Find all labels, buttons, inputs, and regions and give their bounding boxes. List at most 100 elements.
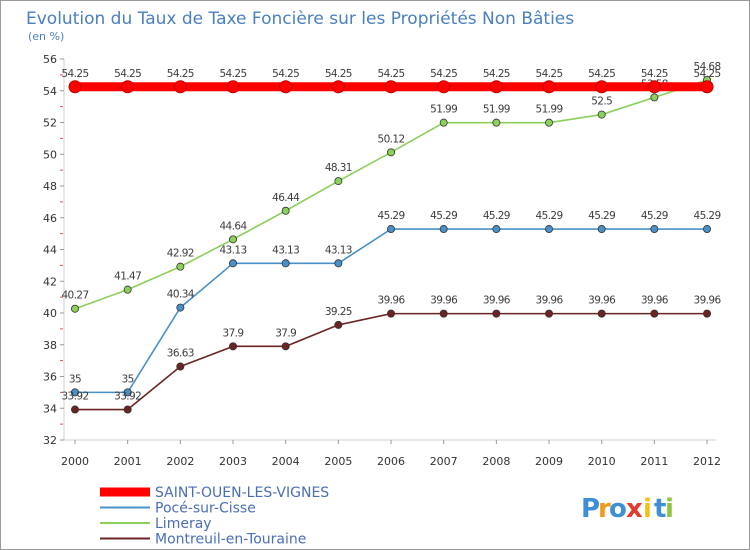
chart-subtitle: (en %) xyxy=(28,30,64,43)
data-label: 51.99 xyxy=(430,104,457,116)
data-point xyxy=(703,225,712,234)
data-label: 45.29 xyxy=(377,210,404,222)
data-label: 54.25 xyxy=(483,68,510,80)
data-point xyxy=(492,309,501,318)
data-label: 48.31 xyxy=(325,162,352,174)
data-label: 40.34 xyxy=(167,289,195,301)
data-point xyxy=(281,206,290,215)
x-tick-label: 2000 xyxy=(61,455,89,468)
x-tick-label: 2012 xyxy=(693,455,721,468)
data-label: 36.63 xyxy=(167,347,194,359)
data-point xyxy=(71,304,80,313)
data-label: 39.25 xyxy=(325,306,352,318)
data-label: 46.44 xyxy=(272,192,300,204)
logo-letter: x xyxy=(626,494,643,524)
data-label: 54.25 xyxy=(430,68,457,80)
data-label: 33.92 xyxy=(61,391,88,403)
data-label: 39.96 xyxy=(535,295,563,307)
data-point xyxy=(176,362,185,371)
x-tick-label: 2008 xyxy=(482,455,510,468)
x-tick-label: 2007 xyxy=(430,455,458,468)
data-label: 44.64 xyxy=(219,220,247,232)
data-label: 51.99 xyxy=(535,104,562,116)
data-label: 54.25 xyxy=(535,68,562,80)
data-point xyxy=(176,262,185,271)
data-point xyxy=(545,118,554,127)
data-point xyxy=(331,80,345,94)
x-tick-label: 2005 xyxy=(324,455,352,468)
logo-letter: i xyxy=(643,494,652,524)
data-label: 35 xyxy=(122,373,134,385)
series-2: 40.27 41.47 42.92 44.64 46.44 48.31 50.12 51.99… xyxy=(61,61,721,313)
data-label: 40.27 xyxy=(61,290,88,302)
data-label: 54.68 xyxy=(694,61,721,73)
data-label: 39.96 xyxy=(483,295,511,307)
x-tick-label: 2011 xyxy=(640,455,668,468)
data-point xyxy=(647,80,661,94)
x-tick-label: 2010 xyxy=(588,455,616,468)
data-point xyxy=(229,235,238,244)
data-point xyxy=(229,342,238,351)
y-tick-label: 46 xyxy=(43,212,57,225)
data-point xyxy=(489,80,503,94)
data-point xyxy=(492,225,501,234)
data-point xyxy=(595,80,609,94)
data-point xyxy=(650,225,659,234)
data-point xyxy=(597,309,606,318)
data-label: 54.25 xyxy=(325,68,352,80)
data-point xyxy=(334,320,343,329)
data-point xyxy=(281,342,290,351)
data-label: 45.29 xyxy=(641,210,668,222)
logo-letter: o xyxy=(609,494,627,524)
legend: SAINT-OUEN-LES-VIGNESPocé-sur-CisseLimer… xyxy=(100,485,329,548)
data-label: 54.25 xyxy=(272,68,299,80)
data-point xyxy=(173,80,187,94)
y-tick-label: 48 xyxy=(43,180,57,193)
data-point xyxy=(226,80,240,94)
x-tick-label: 2002 xyxy=(166,455,194,468)
data-label: 54.25 xyxy=(377,68,404,80)
y-tick-label: 54 xyxy=(43,85,57,98)
legend-label: Pocé-sur-Cisse xyxy=(155,501,256,517)
data-point xyxy=(68,80,82,94)
data-label: 43.13 xyxy=(325,244,352,256)
data-point xyxy=(334,177,343,186)
data-point xyxy=(439,118,448,127)
data-point xyxy=(439,225,448,234)
y-tick-label: 34 xyxy=(43,402,57,415)
data-point xyxy=(384,80,398,94)
series-1: 35 35 40.34 43.13 43.13 43.13 45.29 45.29 45.29 4… xyxy=(69,210,721,397)
data-label: 43.13 xyxy=(272,244,299,256)
data-label: 54.25 xyxy=(641,68,668,80)
data-label: 45.29 xyxy=(535,210,562,222)
data-point xyxy=(334,259,343,268)
data-point xyxy=(650,309,659,318)
data-label: 50.12 xyxy=(377,133,404,145)
y-tick-label: 38 xyxy=(43,339,57,352)
data-point xyxy=(123,405,132,414)
logo-letter: r xyxy=(598,494,611,524)
data-label: 39.96 xyxy=(694,295,722,307)
data-label: 39.96 xyxy=(641,295,669,307)
data-label: 35 xyxy=(69,373,81,385)
data-label: 45.29 xyxy=(483,210,510,222)
data-point xyxy=(279,80,293,94)
data-label: 51.99 xyxy=(483,104,510,116)
data-point xyxy=(542,80,556,94)
data-label: 37.9 xyxy=(275,327,296,339)
logo-letter: i xyxy=(665,494,674,524)
data-label: 45.29 xyxy=(694,210,721,222)
data-point xyxy=(492,118,501,127)
data-label: 54.25 xyxy=(219,68,246,80)
data-point xyxy=(597,110,606,119)
data-point xyxy=(123,388,132,397)
data-point xyxy=(650,93,659,102)
data-point xyxy=(545,309,554,318)
data-label: 52.5 xyxy=(591,96,612,108)
data-label: 54.25 xyxy=(167,68,194,80)
data-label: 39.96 xyxy=(430,295,458,307)
data-point xyxy=(597,225,606,234)
data-label: 54.25 xyxy=(694,68,721,80)
proxiti-logo: Pro x i ti xyxy=(581,494,674,524)
